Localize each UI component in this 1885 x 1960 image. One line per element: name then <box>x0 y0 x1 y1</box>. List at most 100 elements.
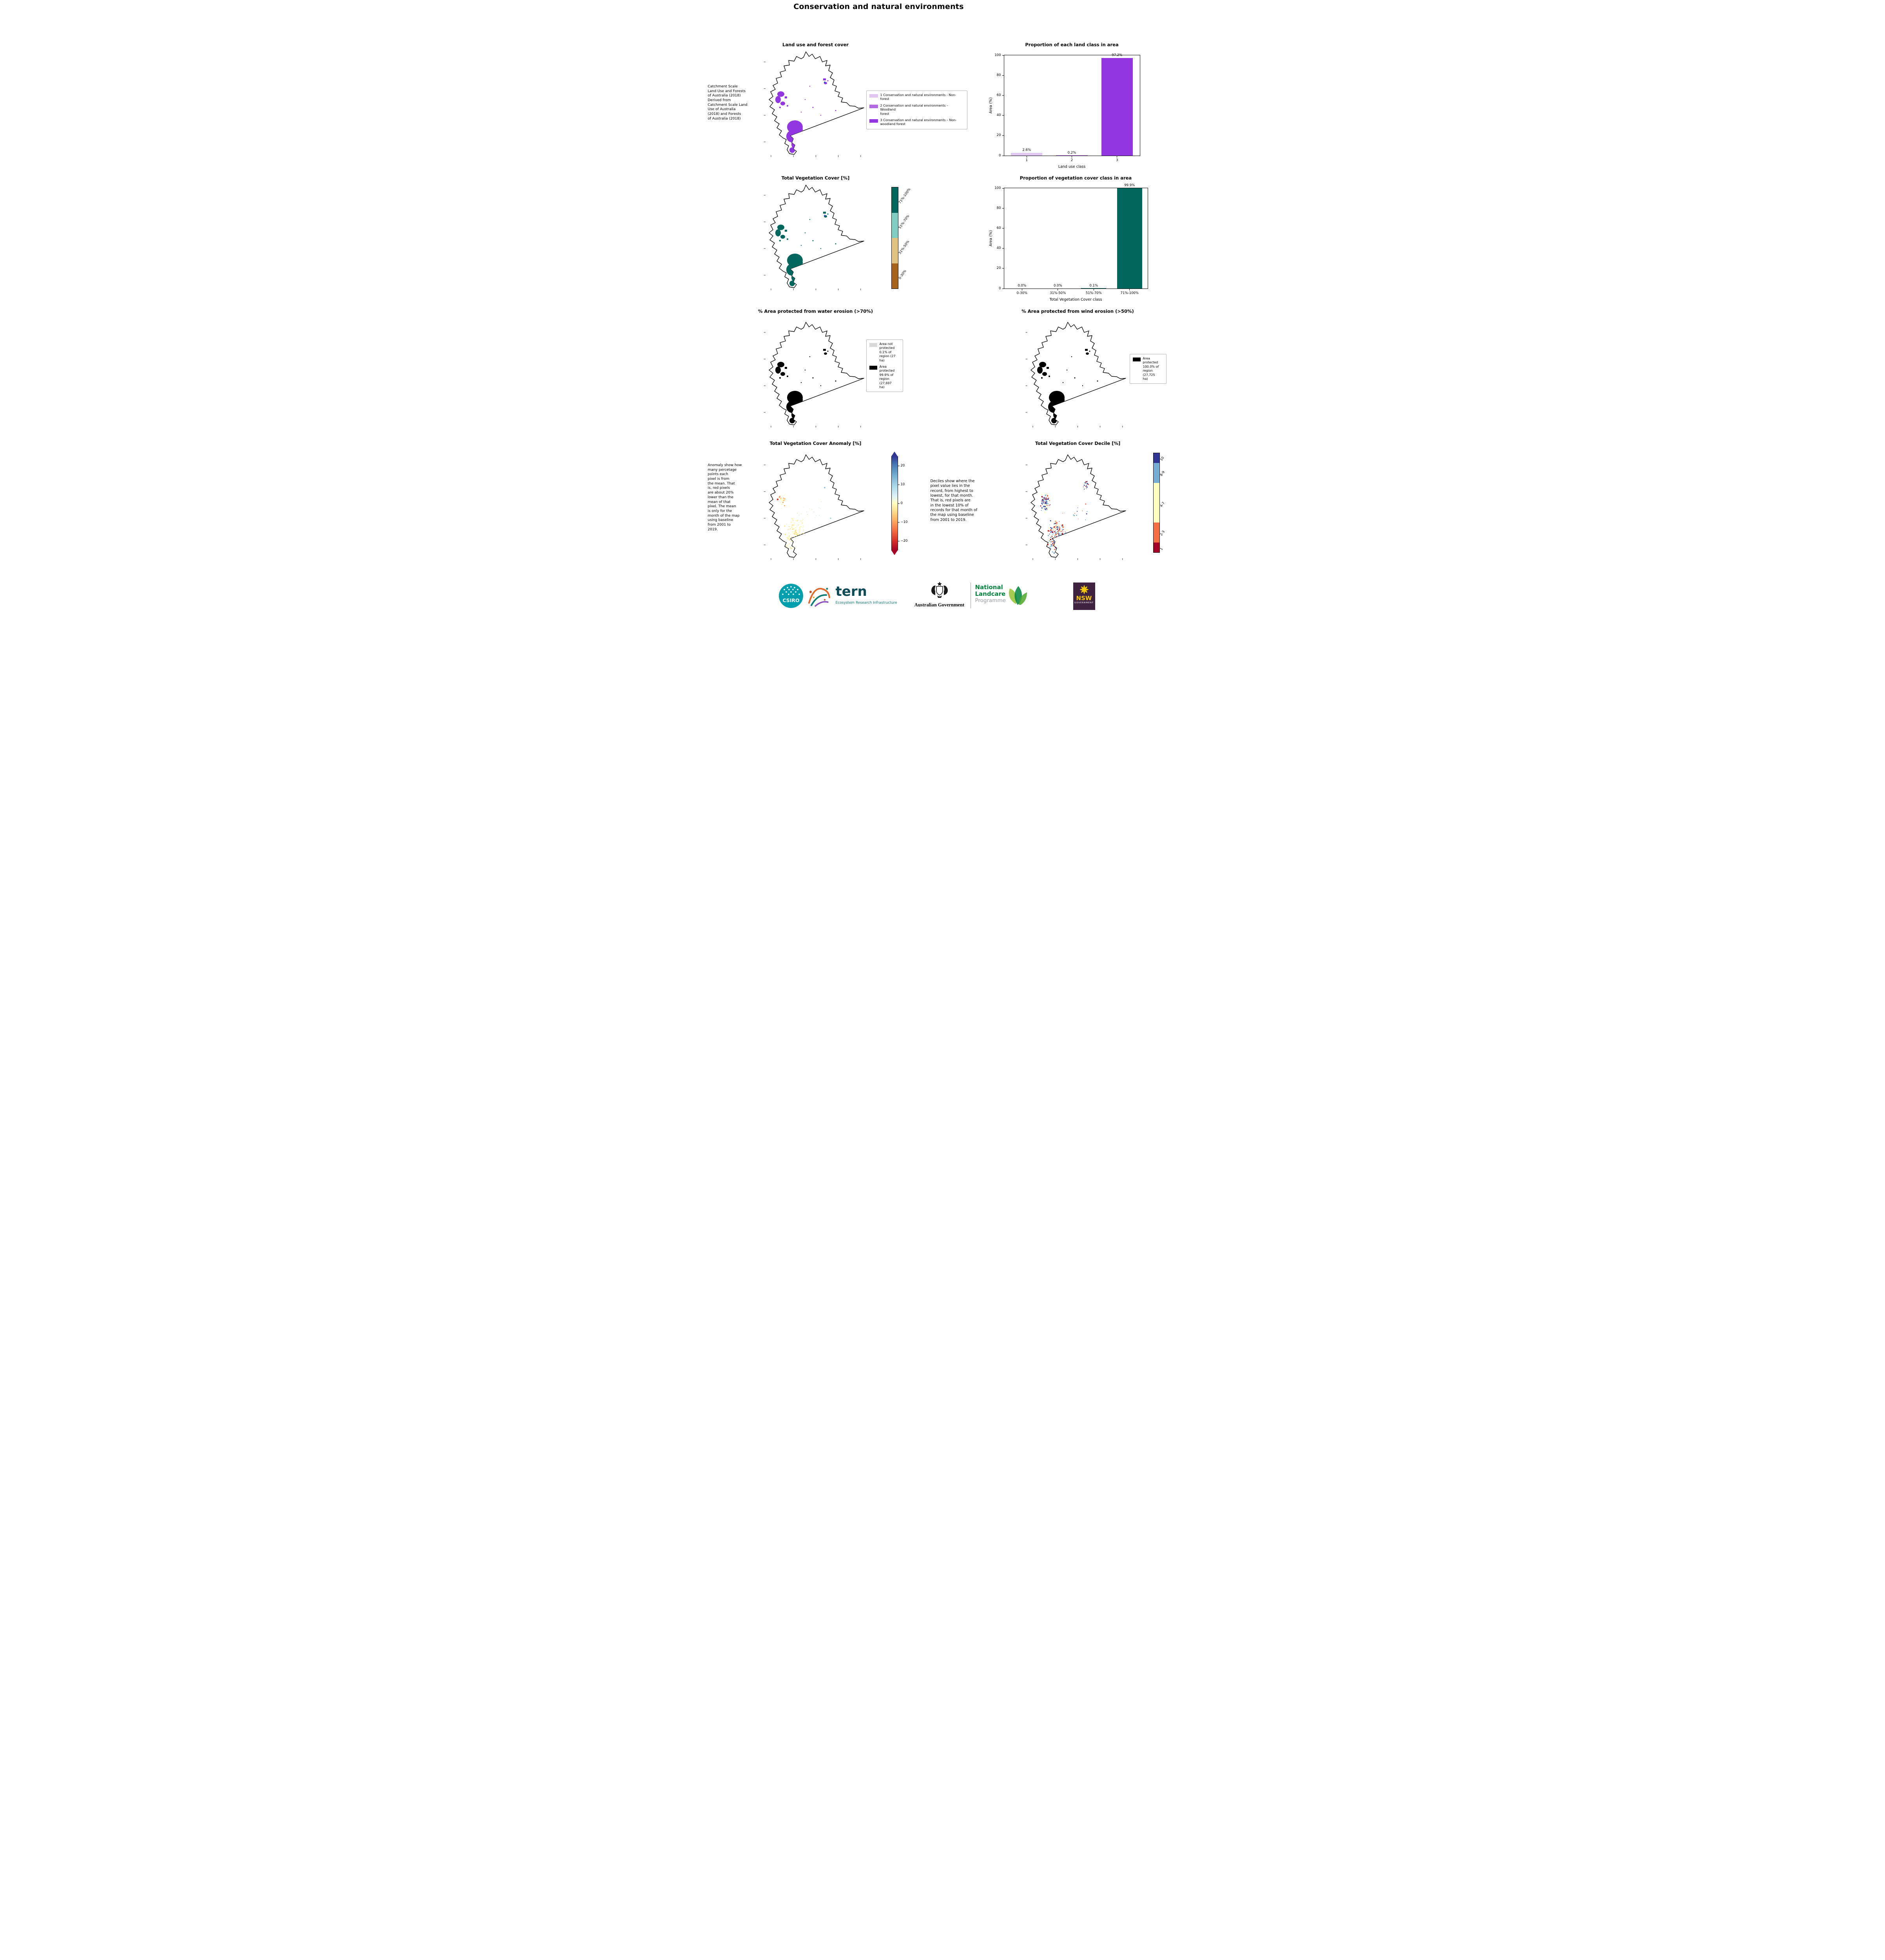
colorbar-tick <box>898 503 900 504</box>
colorbar-tick-label: 0 <box>900 501 903 505</box>
legend-entry: Area protected 99.9% of region (27,697 h… <box>869 365 900 389</box>
colorbar-segment <box>891 263 898 289</box>
legend-swatch <box>869 365 877 370</box>
legend-label: 3 Conservation and natural environments … <box>880 118 957 126</box>
vegclass-chart-title: Proportion of vegetation cover class in … <box>1020 175 1132 181</box>
decile-map-title: Total Vegetation Cover Decile [%] <box>1035 441 1121 446</box>
nsw-government-logo: NSW GOVERNMENT <box>1073 583 1095 610</box>
nlp-word-landcare: Landcare <box>975 590 1006 598</box>
bar-value-label: 99.9% <box>1124 183 1135 188</box>
bar <box>1117 188 1142 289</box>
anomaly-colorbar-ticks: 20 10 0 −10 −20 <box>891 456 907 550</box>
colorbar-segment <box>1153 453 1159 463</box>
y-tick-label: 0 <box>999 153 1001 158</box>
legend-entry: 1 Conservation and natural environments … <box>869 93 964 102</box>
colorbar-segment-label: 31%-50% <box>898 240 911 255</box>
y-tick-label: 20 <box>996 133 1001 138</box>
legend-entry: Area protected 100.0% of region (27,725 … <box>1132 357 1163 381</box>
colorbar-segment <box>891 238 898 263</box>
y-tick <box>1002 208 1004 209</box>
bar-value-label: 0.0% <box>1018 284 1027 288</box>
map-extra-dot <box>778 496 780 498</box>
nsw-wordmark: NSW <box>1076 595 1092 602</box>
anomaly-map <box>764 452 866 560</box>
legend-swatch <box>869 94 878 98</box>
anomaly-colorbar-gradient <box>891 456 898 550</box>
y-tick-label: 40 <box>996 246 1001 250</box>
y-tick-label: 80 <box>996 206 1001 210</box>
x-tick-label: 51%-70% <box>1085 291 1102 295</box>
wind-erosion-map <box>1025 319 1128 428</box>
bar <box>1056 155 1088 156</box>
colorbar-segment <box>891 212 898 238</box>
x-tick-label: 2 <box>1070 158 1073 162</box>
landclass-chart-ylabel: Area (%) <box>989 97 993 114</box>
y-tick-label: 60 <box>996 93 1001 97</box>
map-extra-dot <box>824 82 825 83</box>
bar <box>1101 58 1133 156</box>
landuse-caption: Catchment Scale Land Use and Forests of … <box>708 85 747 121</box>
y-tick <box>1002 188 1004 189</box>
tern-logo: tern Ecosystem Research Infrastructure <box>836 585 897 605</box>
vegclass-chart-xlabel: Total Vegetation Cover class <box>1049 298 1102 302</box>
vegcover-map-title: Total Vegetation Cover [%] <box>781 175 850 181</box>
legend-swatch <box>869 119 878 123</box>
legend-label: Area not protected 0.1% of region (27 ha… <box>879 342 896 362</box>
colorbar-tick-label: 20 <box>900 463 905 468</box>
map-extra-dot <box>776 498 778 501</box>
colorbar-tick <box>898 522 900 523</box>
colorbar-tick-label: 10 <box>900 482 905 486</box>
y-tick <box>1002 248 1004 249</box>
landuse-map-title: Land use and forest cover <box>782 42 849 47</box>
waratah-icon <box>1079 585 1089 594</box>
decile-map <box>1025 452 1128 560</box>
anomaly-colorbar: 20 10 0 −10 −20 <box>891 452 907 555</box>
bar-value-label: 97.2% <box>1112 53 1123 58</box>
y-tick <box>1002 135 1004 136</box>
legend-entry: Area not protected 0.1% of region (27 ha… <box>869 342 900 363</box>
map-extra-dot <box>824 215 825 216</box>
bar-value-label: 0.1% <box>1089 283 1098 288</box>
colorbar-segment <box>1153 463 1159 483</box>
tern-wordmark: tern <box>835 584 867 599</box>
national-landcare-logo: National Landcare Programme <box>975 584 1006 604</box>
colorbar-segment <box>1153 542 1159 552</box>
legend-swatch <box>1132 358 1141 361</box>
legend-entry: 3 Conservation and natural environments … <box>869 118 964 127</box>
colorbar-segment-label: 71%-100% <box>898 187 912 205</box>
x-tick-label: 0-30% <box>1016 291 1027 295</box>
y-tick <box>1002 75 1004 76</box>
bar <box>1011 153 1043 156</box>
y-tick-label: 20 <box>996 266 1001 270</box>
landclass-chart-xlabel: Land use class <box>1058 165 1086 169</box>
legend-label: 1 Conservation and natural environments … <box>880 93 956 101</box>
y-tick-label: 0 <box>999 286 1001 290</box>
water-erosion-legend: Area not protected 0.1% of region (27 ha… <box>866 339 903 392</box>
tern-tagline: Ecosystem Research Infrastructure <box>835 601 897 605</box>
australian-government-label: Australian Government <box>914 602 965 608</box>
colorbar-segment <box>1153 523 1159 543</box>
legend-entry: 2 Conservation and natural environments … <box>869 104 964 116</box>
landclass-chart-title: Proportion of each land class in area <box>1025 42 1119 47</box>
colorbar-segment-label: 0-30% <box>898 269 907 280</box>
colorbar-segment-label: 51%-70% <box>898 214 911 230</box>
y-tick-label: 100 <box>994 53 1001 57</box>
nlp-word-programme: Programme <box>975 597 1006 604</box>
anomaly-map-title: Total Vegetation Cover Anomaly [%] <box>769 441 862 446</box>
colorbar-segment-label: 10 <box>1159 456 1165 462</box>
legend-swatch <box>869 343 877 347</box>
y-tick <box>1002 228 1004 229</box>
colorbar-segment-label: 4-7 <box>1159 501 1166 508</box>
anomaly-caption: Anomaly show how many percetage points e… <box>708 463 742 532</box>
wind-erosion-legend: Area protected 100.0% of region (27,725 … <box>1129 354 1167 384</box>
y-tick <box>1002 95 1004 96</box>
legend-label: Area protected 100.0% of region (27,725 … <box>1143 357 1159 381</box>
y-tick-label: 40 <box>996 113 1001 118</box>
y-tick <box>1002 268 1004 269</box>
csiro-logo: CSIRO <box>778 584 803 608</box>
indigenous-art-icon <box>808 588 830 607</box>
vegclass-bar-chart: 0 20 40 60 80 100 0.0% 0-30% 0.0% 31%-50% 0.1% 51%-… <box>994 183 1148 295</box>
bar-value-label: 0.2% <box>1067 151 1076 155</box>
decile-colorbar: 10 8-9 4-7 2-3 1 <box>1153 453 1166 553</box>
report-page: Conservation and natural environments La… <box>707 0 1178 626</box>
